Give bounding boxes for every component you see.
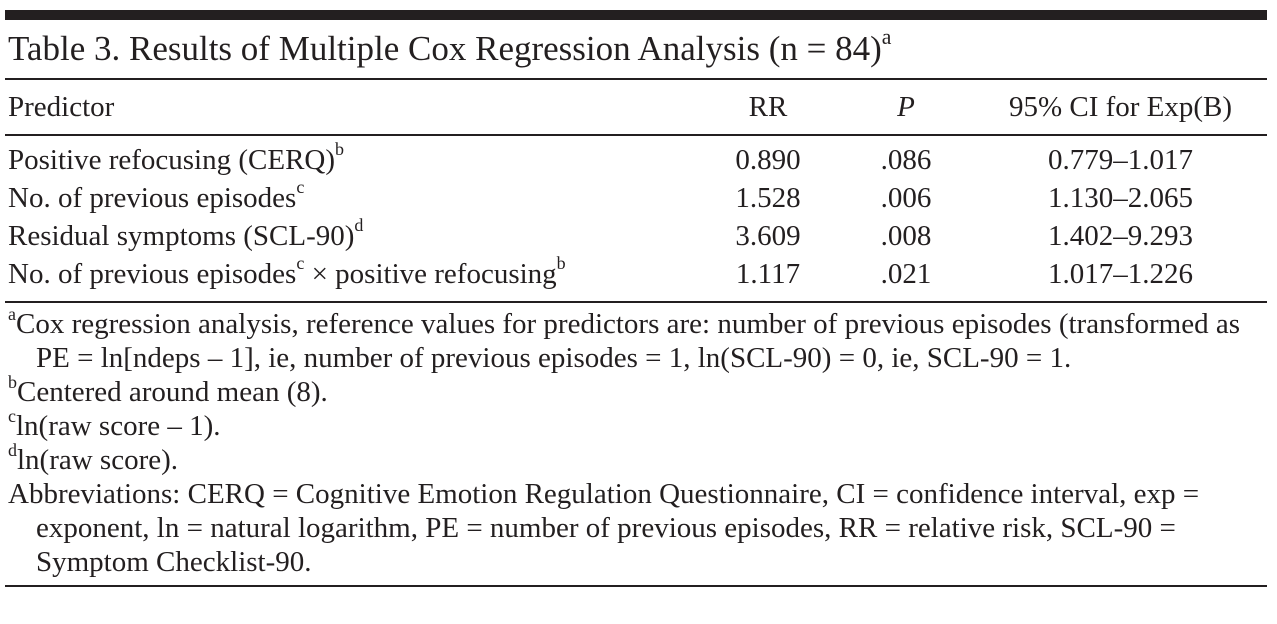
column-header-predictor: Predictor [8,90,115,123]
footnote-text: Cox regression analysis, reference value… [15,308,1241,374]
predictor-cell: No. of previous episodesc × positive ref… [5,254,698,291]
rr-cell: 1.528 [735,181,801,214]
footnote-text: Centered around mean (8). [16,376,328,408]
footnote-marker: a [8,303,16,324]
ci-cell: 0.779–1.017 [1048,143,1193,176]
bottom-rule [5,585,1267,587]
predictor-label: No. of previous episodes [8,257,297,290]
body-rule [5,301,1267,303]
footnote-mark: c [296,253,305,274]
predictor-cell: No. of previous episodesc [5,178,698,215]
column-header-p: P [897,90,915,123]
column-header-row: Predictor RR P 95% CI for Exp(B) [5,80,1267,134]
predictor-cell: Positive refocusing (CERQ)b [5,140,698,177]
predictor-label: No. of previous episodes [8,181,297,214]
footnote-mark: d [354,215,364,236]
ci-cell: 1.402–9.293 [1048,219,1193,252]
column-header-ci: 95% CI for Exp(B) [1008,90,1233,123]
caption-text: Table 3. Results of Multiple Cox Regress… [8,29,882,68]
column-header-rr: RR [748,90,788,123]
ci-cell: 1.130–2.065 [1048,181,1193,214]
p-cell: .008 [880,219,932,252]
table-caption: Table 3. Results of Multiple Cox Regress… [5,20,1267,78]
abbreviations-note: Abbreviations: CERQ = Cognitive Emotion … [5,477,1267,579]
table-body: Positive refocusing (CERQ)b 0.890 .086 0… [5,136,1267,301]
p-cell: .086 [880,143,932,176]
footnote-mark: c [296,177,305,198]
table-row: No. of previous episodesc 1.528 .006 1.1… [5,178,1267,217]
footnote: cln(raw score – 1). [5,405,1267,443]
footnote-text: ln(raw score). [16,444,179,476]
footnote-mark: b [335,139,344,160]
p-cell: .006 [880,181,932,214]
table-row: Positive refocusing (CERQ)b 0.890 .086 0… [5,140,1267,179]
table-container: Table 3. Results of Multiple Cox Regress… [5,10,1267,587]
rr-cell: 3.609 [735,219,801,252]
table-row: Residual symptoms (SCL-90)d 3.609 .008 1… [5,216,1267,255]
footnote-marker: d [8,439,17,460]
table-row: No. of previous episodesc × positive ref… [5,254,1267,293]
table-footnotes: aCox regression analysis, reference valu… [5,303,1267,585]
predictor-label: Residual symptoms (SCL-90) [8,219,355,252]
header-rule [5,134,1267,136]
footnote: dln(raw score). [5,439,1267,477]
footnote-marker: b [8,371,17,392]
predictor-cell: Residual symptoms (SCL-90)d [5,216,698,253]
caption-footnote-mark: a [881,25,892,50]
footnote-marker: c [8,405,16,426]
footnote: bCentered around mean (8). [5,371,1267,409]
footnote: aCox regression analysis, reference valu… [5,303,1267,375]
ci-cell: 1.017–1.226 [1048,257,1193,290]
footnote-mark: b [556,253,566,274]
predictor-label-continued: × positive refocusing [304,257,557,290]
predictor-label: Positive refocusing (CERQ) [8,143,336,176]
rr-cell: 0.890 [735,143,801,176]
p-cell: .021 [880,257,932,290]
abbreviations-text: Abbreviations: CERQ = Cognitive Emotion … [8,478,1200,578]
rr-cell: 1.117 [735,257,801,290]
top-rule [5,10,1267,20]
footnote-text: ln(raw score – 1). [15,410,221,442]
caption-rule [5,78,1267,80]
